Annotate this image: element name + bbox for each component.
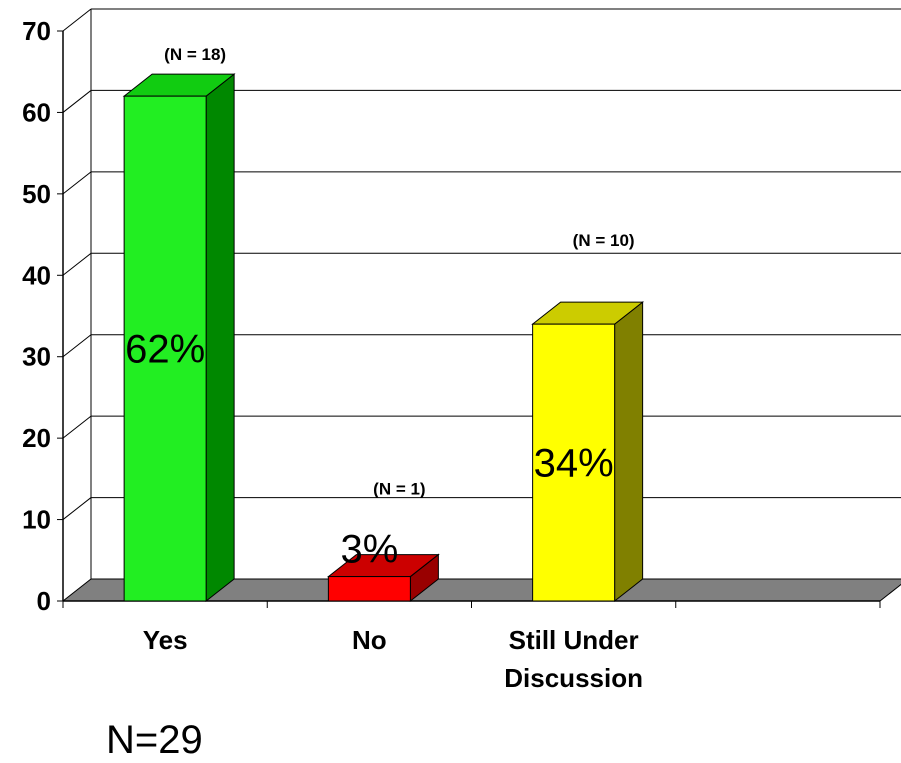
bar-front: [123, 95, 207, 602]
data-labels: 62% (N = 18) 3% (N = 1) 34% (N = 10): [125, 45, 634, 571]
sample-total-label: N=29: [106, 718, 203, 762]
bar-front: [327, 576, 411, 602]
x-category-label: Yes: [143, 625, 188, 655]
y-tick-label: 60: [22, 97, 51, 127]
n-label: (N = 10): [573, 231, 635, 250]
n-label: (N = 1): [373, 480, 425, 499]
bar-side: [614, 301, 644, 603]
x-category-label: No: [352, 625, 387, 655]
x-axis: Yes No Still Under Discussion: [62, 600, 881, 693]
y-axis: 0 10 20 30 40 50 60 70: [22, 16, 64, 616]
gridline-diagonal: [62, 334, 92, 358]
y-tick-label: 0: [37, 586, 51, 616]
n-label: (N = 18): [164, 45, 226, 64]
bar-yes: [122, 73, 236, 603]
bar-still-under-discussion: [531, 301, 645, 603]
y-tick-label: 30: [22, 342, 51, 372]
percent-label: 62%: [125, 328, 205, 372]
y-tick-label: 10: [22, 505, 51, 535]
gridline-diagonal: [62, 252, 92, 276]
y-tick-label: 70: [22, 16, 51, 46]
gridline-diagonal: [62, 415, 92, 439]
x-category-label: Discussion: [504, 663, 643, 693]
percent-label: 3%: [340, 528, 398, 572]
y-tick-label: 40: [22, 260, 51, 290]
y-tick-label: 20: [22, 423, 51, 453]
bars: [122, 73, 645, 603]
bar-side: [205, 73, 235, 603]
bar-no: [326, 553, 440, 603]
bar-front: [532, 323, 616, 602]
gridline-diagonal: [62, 171, 92, 195]
percent-label: 34%: [534, 442, 614, 486]
x-category-label: Still Under: [509, 625, 639, 655]
gridline-diagonal: [62, 497, 92, 520]
y-tick-label: 50: [22, 179, 51, 209]
gridline-diagonal: [62, 8, 92, 32]
gridline-diagonal: [62, 90, 92, 113]
